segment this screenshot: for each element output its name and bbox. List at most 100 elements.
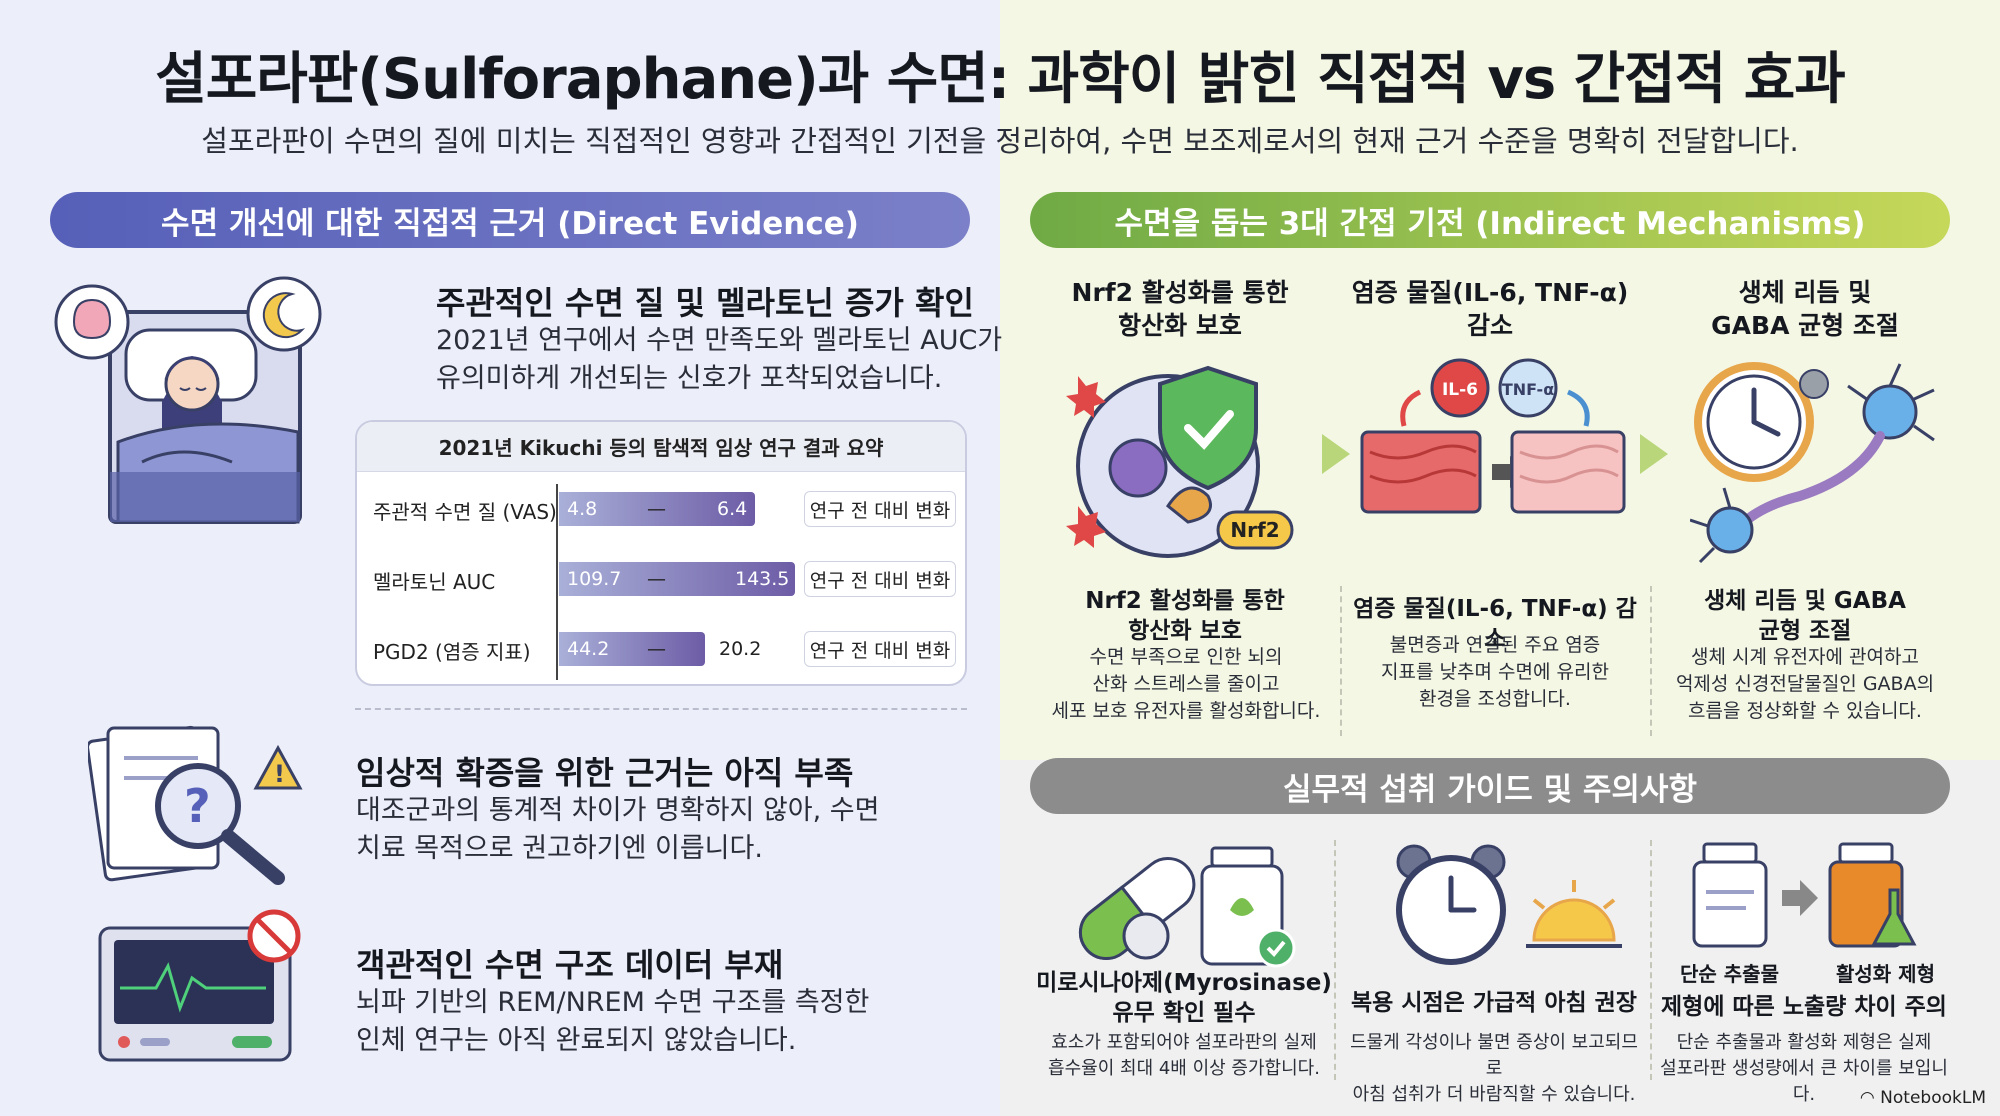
clock-neuron-icon [1690,362,1935,564]
table-axis [556,484,558,680]
divider-vertical-1 [1340,586,1342,736]
mechanism-rhythm-desc-line3: 흐름을 정상화할 수 있습니다. [1688,700,1922,722]
guide-myrosinase-title-line2: 유무 확인 필수 [1112,1000,1256,1026]
mechanism-inflammation-desc-line1: 불면증과 연결된 주요 염증 [1389,634,1601,656]
arrow-right-icon [1322,434,1350,474]
guide-myrosinase-desc: 효소가 포함되어야 설포라판의 실제 흡수율이 최대 4배 이상 증가합니다. [1036,1030,1332,1082]
guide-formulation-title: 제형에 따른 노출량 차이 주의 [1661,994,1947,1020]
guide-timing-desc-line1: 드물게 각성이나 불면 증상이 보고되므로 [1350,1032,1638,1079]
guide-timing-desc: 드물게 각성이나 불면 증상이 보고되므로 아침 섭취가 더 바람직할 수 있습… [1344,1030,1644,1108]
bar-vas [559,492,755,526]
divider [355,708,967,710]
change-label-vas: 연구 전 대비 변화 [804,491,956,527]
mechanism-nrf2-subtitle: Nrf2 활성화를 통한 항산화 보호 [1040,586,1330,646]
guide-myrosinase-title-line1: 미로시나아제(Myrosinase) [1036,970,1332,996]
formulation-bottles-icon [1692,842,1917,948]
finding2-desc-line2: 치료 목적으로 권고하기엔 이릅니다. [356,833,763,864]
guide-myrosinase-title: 미로시나아제(Myrosinase) 유무 확인 필수 [1036,968,1332,1028]
mechanism-nrf2-title: Nrf2 활성화를 통한 항산화 보호 [1040,276,1320,342]
mechanism-nrf2-desc-line2: 산화 스트레스를 줄이고 [1092,673,1280,695]
bar-pgd2 [559,632,705,666]
bar-vas-after: 6.4 [717,498,748,520]
mechanism-rhythm-subtitle: 생체 리듬 및 GABA 균형 조절 [1660,586,1950,646]
capsule-bottle-icon [1078,846,1296,968]
guide-timing-desc-line2: 아침 섭취가 더 바람직할 수 있습니다. [1352,1084,1636,1105]
bar-melatonin [559,562,795,596]
alarm-clock-sunrise-icon [1396,844,1622,965]
mechanism-nrf2-subtitle-line1: Nrf2 활성화를 통한 [1085,588,1285,614]
svg-text:!: ! [274,760,285,788]
bar-melatonin-before: 109.7 [567,568,622,590]
mechanism-rhythm-title-line2: GABA 균형 조절 [1711,311,1899,340]
row-label-melatonin: 멜라토닌 AUC [373,570,496,594]
brand-icon: ◠ [1859,1088,1881,1108]
arrow-right-icon-2 [1640,434,1668,474]
finding-desc-line2: 유의미하게 개선되는 신호가 포착되었습니다. [436,363,943,394]
bar-vas-before: 4.8 [567,498,598,520]
mechanism-rhythm-subtitle-line1: 생체 리듬 및 GABA [1704,588,1906,614]
mechanism-rhythm-title-line1: 생체 리듬 및 [1738,278,1872,307]
mechanism-inflammation-desc: 불면증과 연결된 주요 염증 지표를 낮추며 수면에 유리한 환경을 조성합니다… [1350,632,1640,713]
mechanism-inflammation-desc-line2: 지표를 낮추며 수면에 유리한 [1381,661,1609,683]
brand-label: NotebookLM [1880,1088,1986,1108]
bar-pgd2-dash: — [647,638,666,660]
bar-vas-dash: — [647,498,666,520]
nrf2-badge-text: Nrf2 [1230,518,1279,542]
inflammation-tissue-icon: IL-6 TNF-α [1360,358,1626,514]
mechanism-rhythm-title: 생체 리듬 및 GABA 균형 조절 [1670,276,1940,342]
bar-pgd2-after: 20.2 [719,638,762,660]
sleeping-person-icon [54,276,322,524]
mechanism-nrf2-subtitle-line2: 항산화 보호 [1128,618,1242,644]
mechanism-inflammation-title: 염증 물질(IL-6, TNF-α) 감소 [1351,278,1629,340]
brand-logo: ◠ NotebookLM [1860,1088,1986,1108]
bar-melatonin-dash: — [647,568,666,590]
mechanism-rhythm-subtitle-line2: 균형 조절 [1758,618,1852,644]
finding-title-no-objective-data: 객관적인 수면 구조 데이터 부재 [356,946,784,984]
guide-formulation-desc-line1: 단순 추출물과 활성화 제형은 실제 [1676,1032,1932,1053]
finding3-desc-line1: 뇌파 기반의 REM/NREM 수면 구조를 측정한 [356,987,870,1018]
bar-pgd2-before: 44.2 [567,638,610,660]
guide-myrosinase-desc-line2: 흡수율이 최대 4배 이상 증가합니다. [1048,1058,1320,1079]
page-title: 설포라판(Sulforaphane)과 수면: 과학이 밝힌 직접적 vs 간접… [155,47,1846,112]
mechanism-inflammation-desc-line3: 환경을 조성합니다. [1419,688,1571,710]
mechanism-inflammation-subtitle: 염증 물질(IL-6, TNF-α) 감소 [1353,596,1637,652]
guide-label-activated: 활성화 제형 [1836,962,1935,986]
divider-vertical-3 [1334,840,1336,1080]
indirect-mechanisms-header: 수면을 돕는 3대 간접 기전 (Indirect Mechanisms) [1030,192,1950,248]
change-label-pgd2: 연구 전 대비 변화 [804,631,956,667]
kikuchi-results-table: 2021년 Kikuchi 등의 탐색적 임상 연구 결과 요약 주관적 수면 … [355,420,967,686]
guide-timing-title: 복용 시점은 가급적 아침 권장 [1351,990,1637,1016]
finding2-desc-line1: 대조군과의 통계적 차이가 명확하지 않아, 수면 [356,795,880,826]
mechanism-rhythm-desc: 생체 시계 유전자에 관여하고 억제성 신경전달물질인 GABA의 흐름을 정상… [1660,644,1950,725]
finding3-desc-line2: 인체 연구는 아직 완료되지 않았습니다. [356,1025,797,1056]
page-subtitle: 설포라판이 수면의 질에 미치는 직접적인 영향과 간접적인 기전을 정리하여,… [201,124,1799,158]
mechanism-nrf2-title-line2: 항산화 보호 [1118,311,1242,340]
mechanism-rhythm-desc-line1: 생체 시계 유전자에 관여하고 [1691,646,1919,668]
nrf2-cell-icon: Nrf2 [1066,365,1294,558]
svg-text:?: ? [184,779,211,833]
document-magnifier-icon: ? ! [88,725,303,885]
table-title: 2021년 Kikuchi 등의 탐색적 임상 연구 결과 요약 [357,422,965,472]
mechanism-nrf2-title-line1: Nrf2 활성화를 통한 [1071,278,1289,307]
eeg-monitor-icon [98,909,301,1062]
intake-guide-header: 실무적 섭취 가이드 및 주의사항 [1030,758,1950,814]
finding-desc-line1: 2021년 연구에서 수면 만족도와 멜라토닌 AUC가 [436,325,1003,356]
mechanism-nrf2-desc: 수면 부족으로 인한 뇌의 산화 스트레스를 줄이고 세포 보호 유전자를 활성… [1036,644,1336,725]
finding-title-evidence-lacking: 임상적 확증을 위한 근거는 아직 부족 [356,754,854,792]
tnf-badge-text: TNF-α [1502,380,1554,399]
row-label-pgd2: PGD2 (염증 지표) [373,640,531,664]
guide-formulation-desc-line2: 설포라판 생성량에서 큰 차이를 보입니다. [1660,1058,1948,1105]
mechanism-nrf2-desc-line3: 세포 보호 유전자를 활성화합니다. [1051,700,1321,722]
mechanism-nrf2-desc-line1: 수면 부족으로 인한 뇌의 [1089,646,1283,668]
guide-myrosinase-desc-line1: 효소가 포함되어야 설포라판의 실제 [1051,1032,1317,1053]
mechanism-rhythm-desc-line2: 억제성 신경전달물질인 GABA의 [1675,673,1935,695]
direct-evidence-header: 수면 개선에 대한 직접적 근거 (Direct Evidence) [50,192,970,248]
guide-formulation-desc: 단순 추출물과 활성화 제형은 실제 설포라판 생성량에서 큰 차이를 보입니다… [1652,1030,1956,1108]
finding-title-melatonin: 주관적인 수면 질 및 멜라토닌 증가 확인 [436,284,974,322]
divider-vertical-2 [1650,586,1652,736]
divider-vertical-4 [1650,840,1652,1080]
change-label-melatonin: 연구 전 대비 변화 [804,561,956,597]
guide-label-simple-extract: 단순 추출물 [1680,962,1779,986]
bar-melatonin-after: 143.5 [735,568,790,590]
row-label-vas: 주관적 수면 질 (VAS) [373,500,557,524]
